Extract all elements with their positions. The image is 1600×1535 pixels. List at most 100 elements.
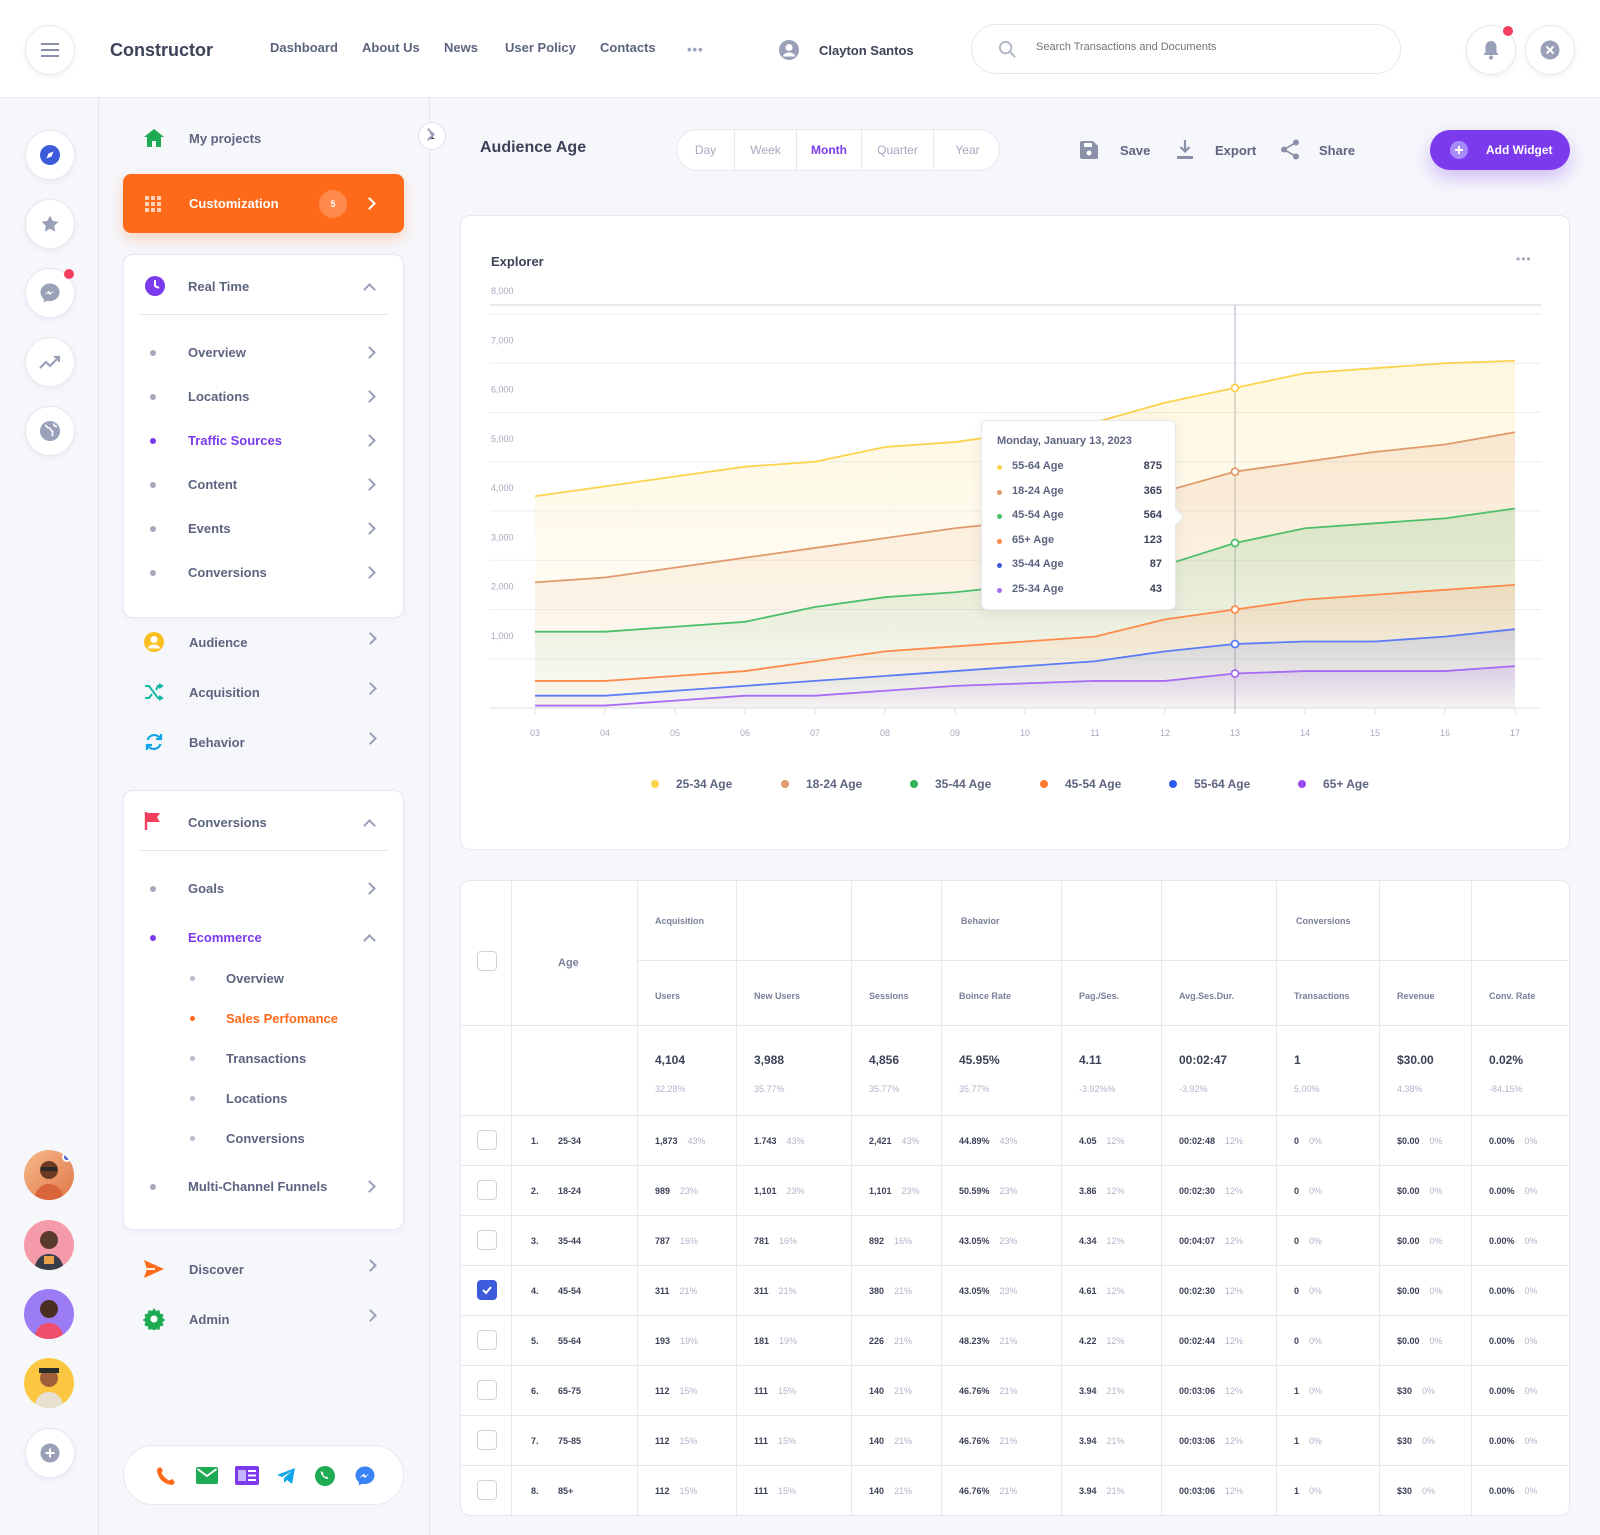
- highlight-point[interactable]: [1230, 669, 1240, 678]
- range-quarter-button[interactable]: Quarter: [862, 130, 934, 170]
- add-widget-button[interactable]: Add Widget: [1430, 130, 1570, 170]
- close-button[interactable]: [1525, 25, 1575, 75]
- range-year-button[interactable]: Year: [955, 143, 980, 157]
- sidebar-item-my-projects[interactable]: My projects 1: [143, 122, 446, 154]
- sidebar-item-locations[interactable]: Locations: [146, 383, 382, 411]
- row-checkbox[interactable]: [477, 1180, 497, 1200]
- mail-icon[interactable]: [196, 1467, 218, 1484]
- legend-item[interactable]: 55-64 Age: [1169, 772, 1289, 796]
- rail-explore-button[interactable]: [25, 130, 75, 180]
- sidebar-item-goals[interactable]: Goals: [146, 875, 382, 903]
- telegram-icon[interactable]: [276, 1467, 296, 1485]
- legend-item[interactable]: 25-34 Age: [651, 772, 771, 796]
- legend-item[interactable]: 18-24 Age: [781, 772, 901, 796]
- nav-news[interactable]: News: [444, 40, 478, 55]
- row-checkbox[interactable]: [477, 1430, 497, 1450]
- column-header[interactable]: Pag./Ses.: [1079, 991, 1120, 1001]
- column-header[interactable]: Avg.Ses.Dur.: [1179, 991, 1235, 1001]
- explorer-more-button[interactable]: •••: [1516, 252, 1532, 266]
- range-day-button[interactable]: Day: [677, 130, 735, 170]
- phone-icon[interactable]: [156, 1466, 176, 1486]
- menu-icon: [41, 43, 59, 57]
- search-input[interactable]: [1036, 41, 1376, 53]
- sidebar-item-traffic-sources[interactable]: Traffic Sources: [146, 427, 382, 455]
- sidebar-item-events[interactable]: Events: [146, 515, 382, 543]
- sidebar-item-content[interactable]: Content: [146, 471, 382, 499]
- rail-trends-button[interactable]: [25, 337, 75, 387]
- hamburger-menu-button[interactable]: [25, 25, 75, 75]
- whatsapp-icon[interactable]: [314, 1465, 336, 1487]
- x-tick-label: 07: [810, 728, 820, 738]
- share-button[interactable]: Share: [1319, 143, 1356, 158]
- age-column-header[interactable]: Age: [558, 957, 579, 969]
- export-button[interactable]: Export: [1215, 143, 1257, 158]
- column-header[interactable]: Revenue: [1397, 991, 1435, 1001]
- sidebar-item-discover[interactable]: Discover: [143, 1253, 403, 1285]
- nav-about-us[interactable]: About Us: [362, 40, 420, 55]
- rail-favorites-button[interactable]: [25, 199, 75, 249]
- sidebar-subitem-locations[interactable]: Locations: [186, 1085, 386, 1113]
- user-name[interactable]: Clayton Santos: [819, 43, 914, 58]
- range-week-button[interactable]: Week: [735, 130, 797, 170]
- conversions-toggle[interactable]: Conversions: [144, 809, 384, 837]
- column-header[interactable]: New Users: [754, 991, 801, 1001]
- column-header[interactable]: Conv. Rate: [1489, 991, 1536, 1001]
- legend-item[interactable]: 35-44 Age: [910, 772, 1030, 796]
- sidebar-item-acquisition[interactable]: Acquisition: [143, 676, 403, 708]
- sidebar-item-customization[interactable]: Customization 5: [123, 174, 404, 233]
- sidebar-subitem-transactions[interactable]: Transactions: [186, 1045, 386, 1073]
- column-header[interactable]: Users: [655, 991, 681, 1001]
- highlight-point[interactable]: [1230, 605, 1240, 614]
- avatar-2[interactable]: [24, 1220, 74, 1270]
- notifications-button[interactable]: [1466, 25, 1516, 75]
- table-cell: 3.94 21%: [1079, 1386, 1125, 1396]
- sidebar-subitem-sales-performance[interactable]: Sales Perfomance: [186, 1005, 386, 1033]
- row-checkbox[interactable]: [477, 1380, 497, 1400]
- save-button[interactable]: Save: [1120, 143, 1151, 158]
- rail-messages-button[interactable]: [25, 268, 75, 318]
- row-checkbox[interactable]: [477, 1330, 497, 1350]
- nav-more-button[interactable]: •••: [687, 42, 704, 57]
- sidebar-item-ecommerce[interactable]: Ecommerce: [146, 924, 382, 952]
- sidebar-item-overview[interactable]: Overview: [146, 339, 382, 367]
- column-header[interactable]: Sessions: [869, 991, 909, 1001]
- sidebar-item-audience[interactable]: Audience: [143, 626, 403, 658]
- select-all-checkbox[interactable]: [477, 951, 497, 971]
- download-icon[interactable]: [1177, 140, 1193, 159]
- legend-item[interactable]: 45-54 Age: [1040, 772, 1160, 796]
- nav-user-policy[interactable]: User Policy: [505, 40, 576, 55]
- nav-dashboard[interactable]: Dashboard: [270, 40, 338, 55]
- message-icon[interactable]: [235, 1466, 259, 1485]
- share-icon[interactable]: [1280, 139, 1300, 160]
- column-header[interactable]: Transactions: [1294, 991, 1350, 1001]
- save-icon[interactable]: [1080, 141, 1098, 159]
- nav-contacts[interactable]: Contacts: [600, 40, 656, 55]
- row-checkbox[interactable]: [477, 1230, 497, 1250]
- messenger-icon[interactable]: [354, 1465, 376, 1487]
- highlight-point[interactable]: [1230, 639, 1240, 649]
- sidebar-item-conversions[interactable]: Conversions: [146, 559, 382, 587]
- highlight-point[interactable]: [1230, 538, 1240, 548]
- cell-percent: 43%: [999, 1136, 1018, 1146]
- rail-globe-button[interactable]: [25, 406, 75, 456]
- avatar-1[interactable]: [24, 1150, 74, 1200]
- real-time-toggle[interactable]: Real Time: [144, 273, 384, 301]
- search-box[interactable]: [971, 24, 1401, 74]
- avatar-3[interactable]: [24, 1289, 74, 1339]
- range-month-button[interactable]: Month: [797, 130, 862, 170]
- sidebar-item-behavior[interactable]: Behavior: [143, 726, 403, 758]
- sidebar-subitem-conversions[interactable]: Conversions: [186, 1125, 386, 1153]
- sidebar-subitem-overview[interactable]: Overview: [186, 965, 386, 993]
- row-checkbox[interactable]: [477, 1130, 497, 1150]
- row-checkbox[interactable]: [477, 1280, 497, 1300]
- cell-percent: 0%: [1524, 1486, 1538, 1496]
- sidebar-item-multi-channel-funnels[interactable]: Multi-Channel Funnels: [146, 1173, 382, 1201]
- column-header[interactable]: Boince Rate: [959, 991, 1012, 1001]
- row-checkbox[interactable]: [477, 1480, 497, 1500]
- legend-item[interactable]: 65+ Age: [1298, 772, 1418, 796]
- add-member-button[interactable]: [25, 1428, 75, 1478]
- avatar-4[interactable]: [24, 1358, 74, 1408]
- highlight-point[interactable]: [1230, 383, 1240, 393]
- sidebar-item-admin[interactable]: Admin: [143, 1303, 403, 1335]
- highlight-point[interactable]: [1230, 467, 1240, 477]
